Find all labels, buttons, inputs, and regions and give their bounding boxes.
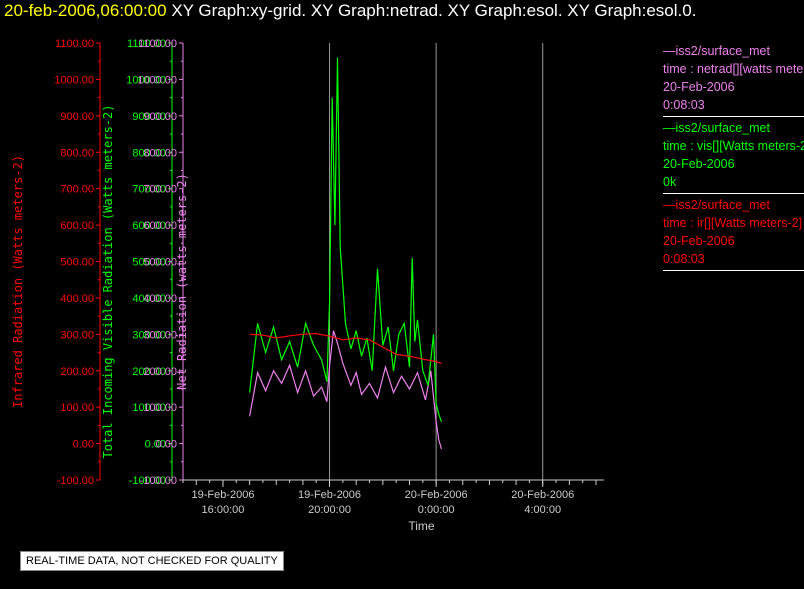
series-line: [249, 332, 442, 365]
y-tick-label: 300.00: [132, 329, 166, 341]
quality-note: REAL-TIME DATA, NOT CHECKED FOR QUALITY: [20, 551, 284, 571]
y-tick-label: 700.00: [60, 184, 94, 196]
y-tick-label: 1000.00: [126, 74, 166, 86]
x-tick-label: 4:00:00: [524, 504, 561, 516]
graph-header: 20-feb-2006,06:00:00 XY Graph:xy-grid. X…: [4, 1, 696, 21]
x-tick-label: 20-Feb-2006: [405, 489, 468, 501]
y-tick-label: 200.00: [143, 366, 177, 378]
y-axis-label: Net Radiation (watts meters-2): [175, 173, 189, 390]
y-tick-label: 700.00: [132, 184, 166, 196]
x-tick-label: 19-Feb-2006: [298, 489, 361, 501]
y-tick-label: 800.00: [143, 147, 177, 159]
legend-text: —iss2/surface_met: [663, 44, 770, 58]
y-tick-label: 700.00: [143, 184, 177, 196]
y-tick-label: 0.00: [145, 439, 166, 451]
y-tick-label: 100.00: [143, 402, 177, 414]
y-tick-label: 900.00: [60, 111, 94, 123]
y-tick-label: 200.00: [60, 366, 94, 378]
y-tick-label: 0.00: [156, 439, 177, 451]
y-tick-label: 100.00: [132, 402, 166, 414]
y-tick-label: 400.00: [60, 293, 94, 305]
legend-text: 0k: [663, 175, 677, 189]
y-tick-label: -100.00: [140, 475, 177, 487]
y-axis-label: Infrared Radiation (Watts meters-2): [11, 155, 25, 408]
x-tick-label: 19-Feb-2006: [191, 489, 254, 501]
y-tick-label: 500.00: [132, 257, 166, 269]
y-tick-label: 800.00: [132, 147, 166, 159]
y-tick-label: 1100.00: [138, 38, 177, 50]
legend-text: 20-Feb-2006: [663, 234, 735, 248]
y-tick-label: -100.00: [129, 475, 166, 487]
legend-text: time : vis[][Watts meters-2]: [663, 139, 804, 153]
series-line: [249, 57, 443, 422]
x-tick-label: 20-Feb-2006: [511, 489, 574, 501]
x-tick-label: 20:00:00: [308, 504, 351, 516]
legend-text: —iss2/surface_met: [663, 198, 770, 212]
y-tick-label: 500.00: [60, 257, 94, 269]
y-tick-label: 400.00: [132, 293, 166, 305]
current-date: 20-feb-2006,06:00:00: [4, 1, 167, 20]
legend-text: time : netrad[][watts meters-2]: [663, 62, 804, 76]
legend-text: 20-Feb-2006: [663, 157, 735, 171]
y-tick-label: 1100.00: [55, 38, 94, 50]
y-tick-label: 200.00: [132, 366, 166, 378]
y-tick-label: 900.00: [143, 111, 177, 123]
y-tick-label: 500.00: [143, 257, 177, 269]
y-tick-label: 300.00: [143, 329, 177, 341]
y-tick-label: 600.00: [143, 220, 177, 232]
y-tick-label: 100.00: [60, 402, 94, 414]
y-tick-label: 0.00: [73, 439, 94, 451]
y-tick-label: 600.00: [132, 220, 166, 232]
y-tick-label: 1000.00: [54, 74, 94, 86]
y-tick-label: 800.00: [60, 147, 94, 159]
legend-text: —iss2/surface_met: [663, 121, 770, 135]
y-tick-label: 1100.00: [127, 38, 166, 50]
x-axis-label: Time: [408, 519, 435, 533]
legend-text: time : ir[][Watts meters-2]: [663, 216, 803, 230]
legend-text: 0:08:03: [663, 98, 705, 112]
x-tick-label: 16:00:00: [202, 504, 245, 516]
y-tick-label: 600.00: [60, 220, 94, 232]
y-tick-label: 1000.00: [137, 74, 177, 86]
series-line: [249, 330, 443, 450]
x-tick-label: 0:00:00: [418, 504, 455, 516]
y-axis-label: Total Incoming Visible Radiation (Watts …: [101, 104, 115, 458]
legend-text: 0:08:03: [663, 252, 705, 266]
legend-text: 20-Feb-2006: [663, 80, 735, 94]
y-tick-label: -100.00: [57, 475, 94, 487]
y-tick-label: 300.00: [60, 329, 94, 341]
graph-list: XY Graph:xy-grid. XY Graph:netrad. XY Gr…: [171, 1, 697, 20]
y-tick-label: 400.00: [143, 293, 177, 305]
y-tick-label: 900.00: [132, 111, 166, 123]
